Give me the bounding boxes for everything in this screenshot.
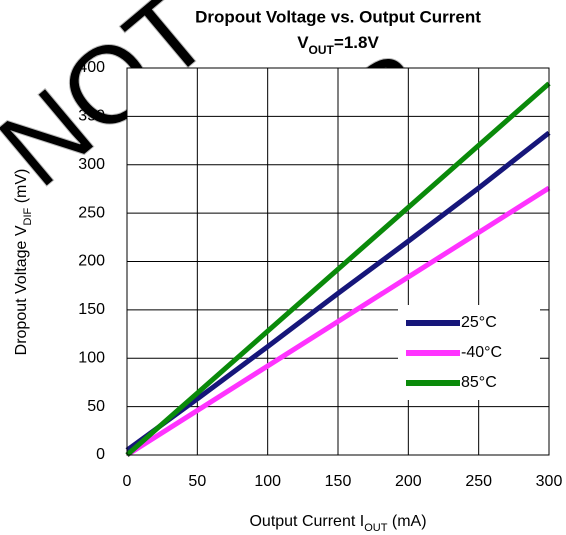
x-tick-label: 150 [325, 473, 352, 490]
y-tick-label: 100 [78, 349, 105, 366]
label-part: DIF [22, 207, 34, 225]
label-part: OUT [309, 43, 335, 57]
y-tick-label: 0 [96, 446, 105, 463]
legend-label: -40°C [461, 344, 502, 361]
y-tick-label: 200 [78, 253, 105, 270]
y-tick-label: 400 [78, 59, 105, 76]
x-tick-label: 200 [395, 473, 422, 490]
series-line [125, 81, 551, 457]
label-part: (mV) [13, 169, 30, 208]
x-axis-label: Output Current IOUT (mA) [249, 513, 426, 534]
label-part: V [297, 33, 309, 52]
label-part: =1.8V [334, 33, 380, 52]
chart-subtitle: VOUT=1.8V [297, 33, 379, 57]
legend-label: 25°C [461, 314, 497, 331]
y-tick-label: 50 [87, 398, 105, 415]
x-tick-label: 300 [536, 473, 563, 490]
label-part: OUT [364, 522, 388, 534]
label-part: Output Current I [249, 513, 364, 530]
x-tick-label: 100 [254, 473, 281, 490]
y-axis-label: Dropout Voltage VDIF (mV) [13, 169, 34, 356]
plot-border [126, 67, 550, 456]
label-part: Dropout Voltage V [13, 225, 30, 355]
label-part: (mA) [387, 513, 426, 530]
y-tick-label: 150 [78, 301, 105, 318]
series-line [125, 185, 551, 458]
chart-title: Dropout Voltage vs. Output Current [195, 7, 481, 26]
y-tick-label: 350 [78, 108, 105, 125]
series-line [125, 130, 551, 453]
y-tick-label: 300 [78, 156, 105, 173]
x-tick-label: 250 [465, 473, 492, 490]
x-tick-label: 0 [123, 473, 132, 490]
legend-label: 85°C [461, 374, 497, 391]
x-tick-label: 50 [188, 473, 206, 490]
y-tick-label: 250 [78, 204, 105, 221]
